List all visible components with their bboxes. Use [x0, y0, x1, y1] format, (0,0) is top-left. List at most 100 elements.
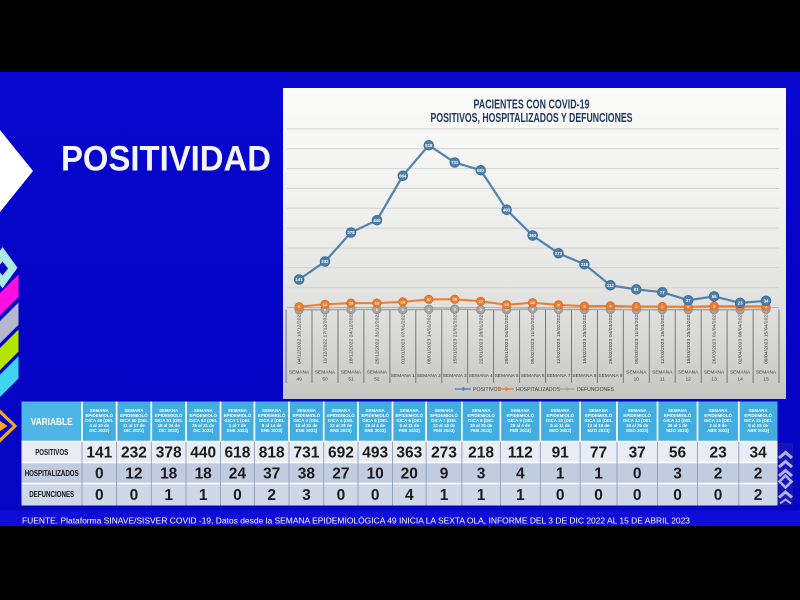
svg-text:10: 10	[504, 302, 509, 307]
svg-text:1: 1	[635, 304, 638, 309]
svg-text:DIC 2022): DIC 2022)	[124, 428, 145, 433]
svg-text:12: 12	[323, 302, 328, 307]
svg-text:112: 112	[607, 283, 615, 288]
svg-text:SEMANA: SEMANA	[262, 408, 282, 413]
svg-text:2: 2	[714, 466, 723, 483]
svg-text:4: 4	[516, 466, 525, 483]
svg-text:GICA 51 (DEL: GICA 51 (DEL	[155, 418, 184, 423]
svg-text:SEMANA: SEMANA	[90, 408, 110, 413]
svg-text:SEMANA 2: SEMANA 2	[417, 373, 441, 379]
svg-text:29/01/2023 04/02/2023: 29/01/2023 04/02/2023	[504, 311, 509, 364]
svg-text:GICA 15 (DEL: GICA 15 (DEL	[744, 418, 773, 423]
svg-text:POSITIVOS: POSITIVOS	[473, 387, 502, 393]
svg-text:9: 9	[557, 302, 560, 307]
svg-text:10: 10	[367, 466, 384, 483]
svg-text:24: 24	[229, 466, 247, 483]
svg-text:12/03/2023 18/03/2023: 12/03/2023 18/03/2023	[660, 311, 665, 364]
svg-text:SEMANA 9: SEMANA 9	[598, 373, 622, 379]
svg-text:GICA 3 (DEL: GICA 3 (DEL	[293, 418, 319, 423]
svg-text:EPIDEMIOLÓ: EPIDEMIOLÓ	[327, 413, 355, 418]
svg-text:SEMANA: SEMANA	[194, 408, 214, 413]
svg-text:0: 0	[505, 307, 508, 312]
svg-text:SEMANA: SEMANA	[668, 408, 688, 413]
svg-text:SEMANA: SEMANA	[472, 408, 492, 413]
svg-text:EPIDEMIOLÓ: EPIDEMIOLÓ	[467, 413, 495, 418]
svg-text:15: 15	[763, 377, 769, 383]
svg-text:DIC 2022): DIC 2022)	[89, 428, 110, 433]
svg-text:1: 1	[477, 487, 486, 504]
svg-text:DEFUNCIONES: DEFUNCIONES	[29, 490, 75, 499]
svg-text:25 al 31 de: 25 al 31 de	[192, 423, 215, 428]
svg-text:FEB 2023): FEB 2023)	[399, 428, 421, 433]
svg-text:SEMANA 5: SEMANA 5	[495, 373, 519, 379]
svg-text:3: 3	[454, 307, 457, 312]
svg-text:SEMANA: SEMANA	[628, 408, 648, 413]
svg-text:1 al 7 de: 1 al 7 de	[229, 423, 247, 428]
svg-text:SEMANA: SEMANA	[511, 408, 531, 413]
svg-text:SEMANA: SEMANA	[551, 408, 571, 413]
svg-text:1: 1	[556, 466, 565, 483]
svg-text:378: 378	[347, 230, 355, 235]
svg-text:EPIDEMIOLÓ: EPIDEMIOLÓ	[585, 413, 613, 418]
svg-text:EPIDEMIOLÓ: EPIDEMIOLÓ	[507, 413, 535, 418]
svg-text:56: 56	[712, 294, 717, 299]
svg-text:SEMANA: SEMANA	[749, 408, 769, 413]
svg-text:18: 18	[160, 466, 178, 483]
svg-text:10: 10	[634, 377, 640, 383]
svg-text:1: 1	[594, 466, 603, 483]
svg-text:2: 2	[754, 466, 763, 483]
svg-text:SEMANA: SEMANA	[589, 408, 609, 413]
svg-text:SEMANA 4: SEMANA 4	[469, 373, 493, 379]
svg-text:20: 20	[530, 300, 535, 305]
svg-text:9: 9	[440, 466, 449, 483]
svg-text:POSITIVOS, HOSPITALIZADOS Y DE: POSITIVOS, HOSPITALIZADOS Y DEFUNCIONES	[431, 111, 633, 125]
svg-text:0: 0	[337, 487, 346, 504]
svg-text:34: 34	[749, 445, 767, 462]
svg-text:GICA 12 (DEL: GICA 12 (DEL	[623, 418, 652, 423]
svg-text:09/04/2023 15/04/2023: 09/04/2023 15/04/2023	[764, 311, 769, 364]
svg-text:ENE 2023): ENE 2023)	[364, 428, 386, 433]
svg-text:02/04/2023 08/04/2023: 02/04/2023 08/04/2023	[738, 311, 743, 364]
svg-text:EPIDEMIOLÓ: EPIDEMIOLÓ	[396, 413, 424, 418]
svg-text:18: 18	[195, 466, 213, 483]
svg-text:3: 3	[302, 487, 311, 504]
svg-text:MZO 2023): MZO 2023)	[549, 428, 572, 433]
svg-text:18 al 24 de: 18 al 24 de	[158, 423, 181, 428]
svg-text:GICA 8 (DEL: GICA 8 (DEL	[468, 418, 494, 423]
svg-text:731: 731	[293, 445, 319, 462]
svg-text:GICA 1 (DEL: GICA 1 (DEL	[224, 418, 250, 423]
svg-text:0: 0	[233, 487, 242, 504]
svg-text:EPIDEMIOLÓ: EPIDEMIOLÓ	[120, 413, 148, 418]
svg-text:01/01/2023 07/01/2023: 01/01/2023 07/01/2023	[400, 311, 405, 364]
svg-text:08/01/2023 14/01/2023: 08/01/2023 14/01/2023	[426, 311, 431, 364]
svg-text:0: 0	[673, 487, 682, 504]
svg-text:9 al 15 de: 9 al 15 de	[748, 423, 768, 428]
svg-text:91: 91	[552, 445, 570, 462]
svg-text:ENE 2023): ENE 2023)	[330, 428, 352, 433]
svg-text:FEB 2023): FEB 2023)	[470, 428, 492, 433]
svg-text:GICA 9 (DEL: GICA 9 (DEL	[507, 418, 533, 423]
svg-text:SEMANA: SEMANA	[228, 408, 248, 413]
svg-text:SEMANA: SEMANA	[341, 370, 362, 376]
svg-text:818: 818	[425, 143, 433, 148]
svg-text:ENE 2023): ENE 2023)	[261, 428, 283, 433]
svg-text:EPIDEMIOLÓ: EPIDEMIOLÓ	[664, 413, 692, 418]
svg-text:25/12/2022 31/12/2022: 25/12/2022 31/12/2022	[375, 311, 380, 364]
svg-text:PACIENTES CON COVID-19: PACIENTES CON COVID-19	[474, 97, 590, 111]
svg-text:232: 232	[321, 259, 329, 264]
svg-text:SEMANA: SEMANA	[297, 408, 317, 413]
svg-text:SEMANA: SEMANA	[704, 370, 725, 376]
svg-text:1: 1	[661, 304, 664, 309]
svg-text:SEMANA: SEMANA	[366, 408, 386, 413]
svg-text:12/02/2023 18/02/2023: 12/02/2023 18/02/2023	[556, 311, 561, 364]
svg-text:ENE 2023): ENE 2023)	[296, 428, 318, 433]
svg-text:3: 3	[673, 466, 682, 483]
svg-text:SEMANA: SEMANA	[367, 370, 388, 376]
svg-text:SEMANA: SEMANA	[709, 408, 729, 413]
svg-text:19 al 25 de: 19 al 25 de	[626, 423, 649, 428]
svg-text:POSITIVOS: POSITIVOS	[35, 448, 69, 457]
svg-text:5 al 11 de: 5 al 11 de	[550, 423, 570, 428]
svg-text:38: 38	[452, 297, 457, 302]
svg-text:112: 112	[508, 445, 533, 462]
svg-text:SEMANA: SEMANA	[756, 370, 777, 376]
